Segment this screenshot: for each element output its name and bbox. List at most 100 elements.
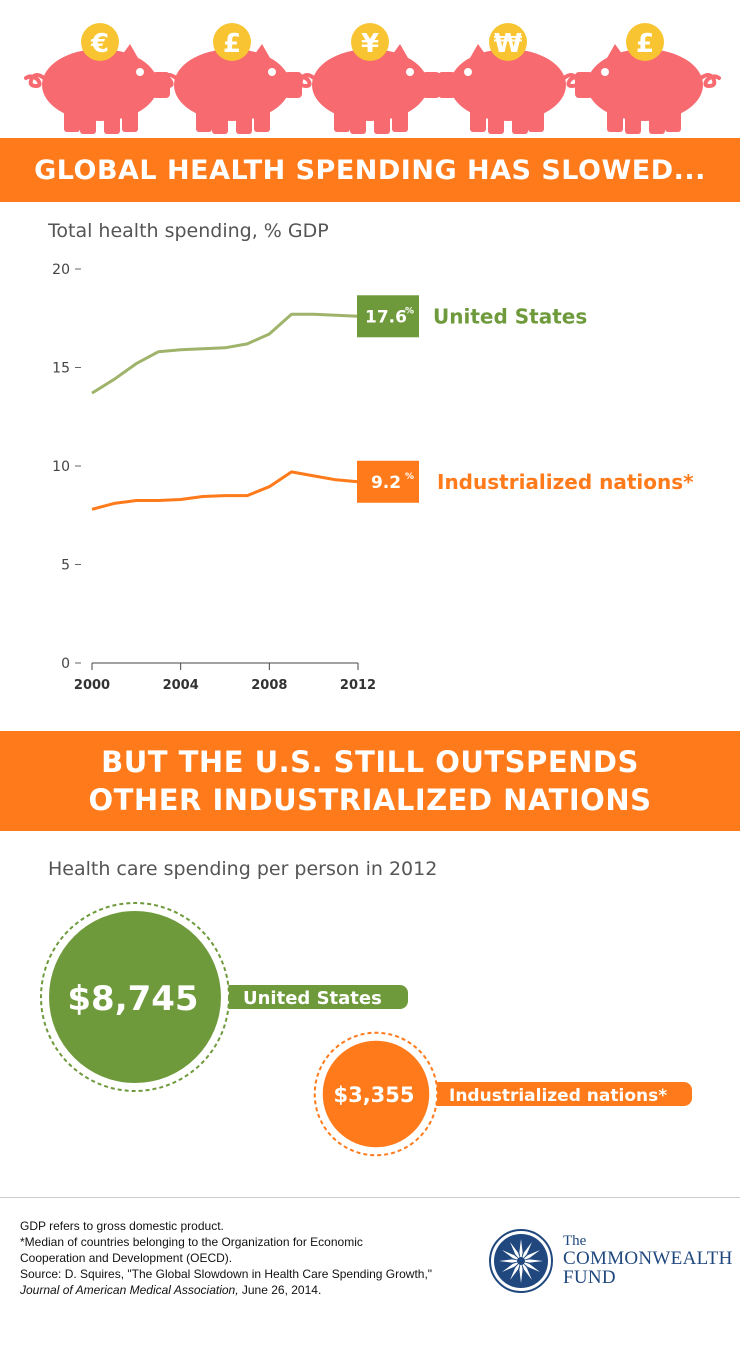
y-tick-label: 20 <box>52 262 70 278</box>
pig-body <box>42 49 158 121</box>
headline-banner-1: GLOBAL HEALTH SPENDING HAS SLOWED... <box>0 138 740 202</box>
logo-star-ray <box>521 1261 541 1272</box>
pig-ear <box>607 44 625 58</box>
us-series-label: United States <box>433 304 587 328</box>
pig-ear <box>390 44 408 58</box>
pig-snout <box>422 72 440 98</box>
coin-symbol: € <box>90 29 109 59</box>
logo-star-ray <box>501 1250 521 1261</box>
footnote-source: Source: D. Squires, "The Global Slowdown… <box>20 1267 433 1281</box>
headline-banner-2: BUT THE U.S. STILL OUTSPENDS OTHER INDUS… <box>0 731 740 831</box>
journal-date: June 26, 2014. <box>238 1283 322 1297</box>
footnote-gdp: GDP refers to gross domestic product. <box>20 1219 224 1233</box>
pig-tail <box>24 73 46 89</box>
logo-star-ray <box>521 1250 541 1261</box>
y-tick-label: 0 <box>61 656 70 672</box>
star-compass-logo-icon <box>489 1229 553 1293</box>
coin-symbol: £ <box>636 29 654 59</box>
logo-the: The <box>563 1233 587 1249</box>
pig-ear <box>252 44 270 58</box>
bubble-chart-title: Health care spending per person in 2012 <box>48 858 438 880</box>
intl-bubble-value: $3,355 <box>333 1083 414 1107</box>
pig-tail <box>699 73 721 89</box>
y-tick-label: 10 <box>52 459 70 475</box>
us-callout-box <box>357 295 419 338</box>
piggy-bank-icon <box>575 44 721 134</box>
footnotes: GDP refers to gross domestic product. *M… <box>20 1218 490 1298</box>
coin-symbol: ₩ <box>494 29 523 59</box>
logo-star-ray <box>510 1241 521 1261</box>
coin-icon: £ <box>213 23 251 61</box>
coin <box>626 23 664 61</box>
intl-series-line <box>91 470 359 511</box>
logo-star-ray <box>499 1259 521 1263</box>
coin-symbol: £ <box>223 29 241 59</box>
intl-callout-value: 9.2 <box>371 473 401 493</box>
logo-star-ray <box>521 1261 532 1281</box>
bubble-chart: United States $8,745 Industrialized nation… <box>40 902 692 1157</box>
intl-series-label: Industrialized nations* <box>437 470 694 494</box>
pig-eye <box>136 68 144 76</box>
pig-body <box>450 49 566 121</box>
coin-icon: ₩ <box>489 23 527 61</box>
x-tick-label: 2012 <box>340 678 376 693</box>
coin-icon: £ <box>626 23 664 61</box>
us-bubble <box>49 911 221 1083</box>
journal-name: Journal of American Medical Association, <box>20 1283 239 1297</box>
footnote-journal: Journal of American Medical Association,… <box>20 1282 490 1298</box>
line-chart: 0 5 10 15 20 2000 2004 2008 2012 17.6% United Stat… <box>52 262 694 693</box>
piggy-bank-icon <box>438 44 584 134</box>
pig-body <box>312 49 428 121</box>
coin <box>81 23 119 61</box>
logo-star-ray <box>519 1261 523 1283</box>
headline-1: GLOBAL HEALTH SPENDING HAS SLOWED... <box>34 154 706 186</box>
logo-star-ray <box>501 1261 521 1272</box>
intl-callout-percent: % <box>405 472 414 482</box>
pig-ear <box>120 44 138 58</box>
logo-commonwealth: COMMONWEALTH <box>563 1248 733 1269</box>
y-tick-label: 15 <box>52 361 70 377</box>
x-tick-label: 2000 <box>74 678 110 693</box>
footer-divider <box>0 1197 740 1198</box>
intl-bubble-label: Industrialized nations* <box>449 1086 667 1106</box>
us-label-pill <box>210 985 408 1009</box>
coin-icon: € <box>81 23 119 61</box>
pig-eye <box>268 68 276 76</box>
line-chart-title: Total health spending, % GDP <box>48 220 329 242</box>
coin-icon: ¥ <box>351 23 389 61</box>
commonwealth-fund-logo[interactable]: The COMMONWEALTH FUND <box>488 1228 732 1298</box>
logo-star-ray <box>521 1241 532 1261</box>
coin <box>213 23 251 61</box>
pig-ear <box>470 44 488 58</box>
coin <box>489 23 527 61</box>
pig-snout <box>575 72 593 98</box>
x-tick-label: 2004 <box>163 678 199 693</box>
footnote-oecd: Cooperation and Development (OECD). <box>20 1251 233 1265</box>
pig-eye <box>406 68 414 76</box>
pig-eye <box>464 68 472 76</box>
pig-snout <box>438 72 456 98</box>
intl-label-pill <box>416 1082 692 1106</box>
us-bubble-value: $8,745 <box>67 979 198 1019</box>
logo-star-ray <box>510 1261 521 1281</box>
piggy-bank-icon <box>156 44 302 134</box>
x-tick-label: 2008 <box>251 678 287 693</box>
piggy-bank-icon <box>294 44 440 134</box>
us-bubble-label: United States <box>243 988 382 1009</box>
y-tick-label: 5 <box>61 558 70 574</box>
logo-star-ray <box>519 1239 523 1261</box>
pig-tail <box>156 73 178 89</box>
pig-tail <box>294 73 316 89</box>
pig-body <box>587 49 703 121</box>
coin-symbol: ¥ <box>361 29 379 59</box>
pig-body <box>174 49 290 121</box>
logo-center <box>517 1257 525 1265</box>
piggy-bank-header: € £ ¥ ₩ £ <box>24 23 721 134</box>
logo-fund: FUND <box>563 1267 616 1288</box>
pig-tail <box>562 73 584 89</box>
logo-star-ray <box>521 1259 543 1263</box>
intl-bubble <box>322 1040 430 1148</box>
headline-2-line-2: OTHER INDUSTRIALIZED NATIONS <box>88 783 652 817</box>
headline-2-line-1: BUT THE U.S. STILL OUTSPENDS <box>101 745 639 779</box>
us-series-line <box>91 312 359 395</box>
